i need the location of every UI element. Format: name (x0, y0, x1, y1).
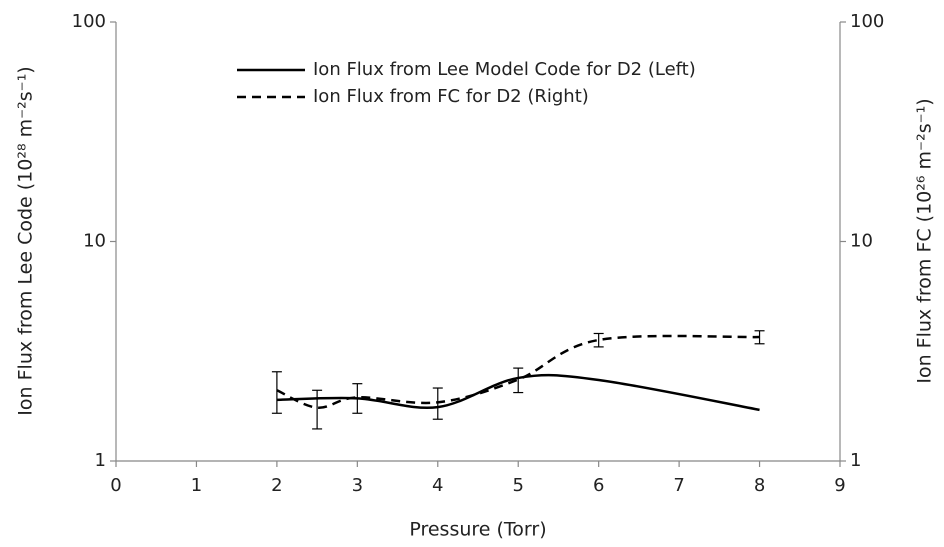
error-bar (593, 332, 604, 348)
error-bar (352, 383, 363, 414)
y-tick-label: 1 (95, 450, 106, 471)
legend-label: Ion Flux from Lee Model Code for D2 (Lef… (313, 59, 696, 80)
y2-tick-label: 100 (850, 11, 884, 32)
y2-tick-label: 1 (850, 450, 861, 471)
legend-label: Ion Flux from FC for D2 (Right) (313, 86, 589, 107)
error-bar (271, 371, 282, 414)
x-tick-label: 0 (110, 475, 121, 496)
series-line (276, 334, 760, 409)
error-bar (754, 330, 765, 345)
x-axis-label: Pressure (Torr) (409, 519, 546, 541)
x-tick-label: 5 (512, 475, 523, 496)
error-bar (312, 389, 323, 430)
x-tick-label: 6 (593, 475, 604, 496)
y2-tick-label: 10 (850, 231, 873, 252)
y-tick-label: 100 (72, 11, 106, 32)
error-bar (432, 387, 443, 420)
x-tick-label: 3 (352, 475, 363, 496)
error-bar (513, 367, 524, 394)
x-tick-label: 9 (834, 475, 845, 496)
x-tick-label: 2 (271, 475, 282, 496)
y2-axis-label: Ion Flux from FC (10²⁶ m⁻²s⁻¹) (914, 98, 936, 383)
x-tick-label: 1 (191, 475, 202, 496)
x-tick-label: 8 (754, 475, 765, 496)
x-tick-label: 7 (673, 475, 684, 496)
y-tick-label: 10 (83, 231, 106, 252)
x-tick-label: 4 (432, 475, 443, 496)
y-axis-label: Ion Flux from Lee Code (10²⁸ m⁻²s⁻¹) (15, 66, 37, 415)
